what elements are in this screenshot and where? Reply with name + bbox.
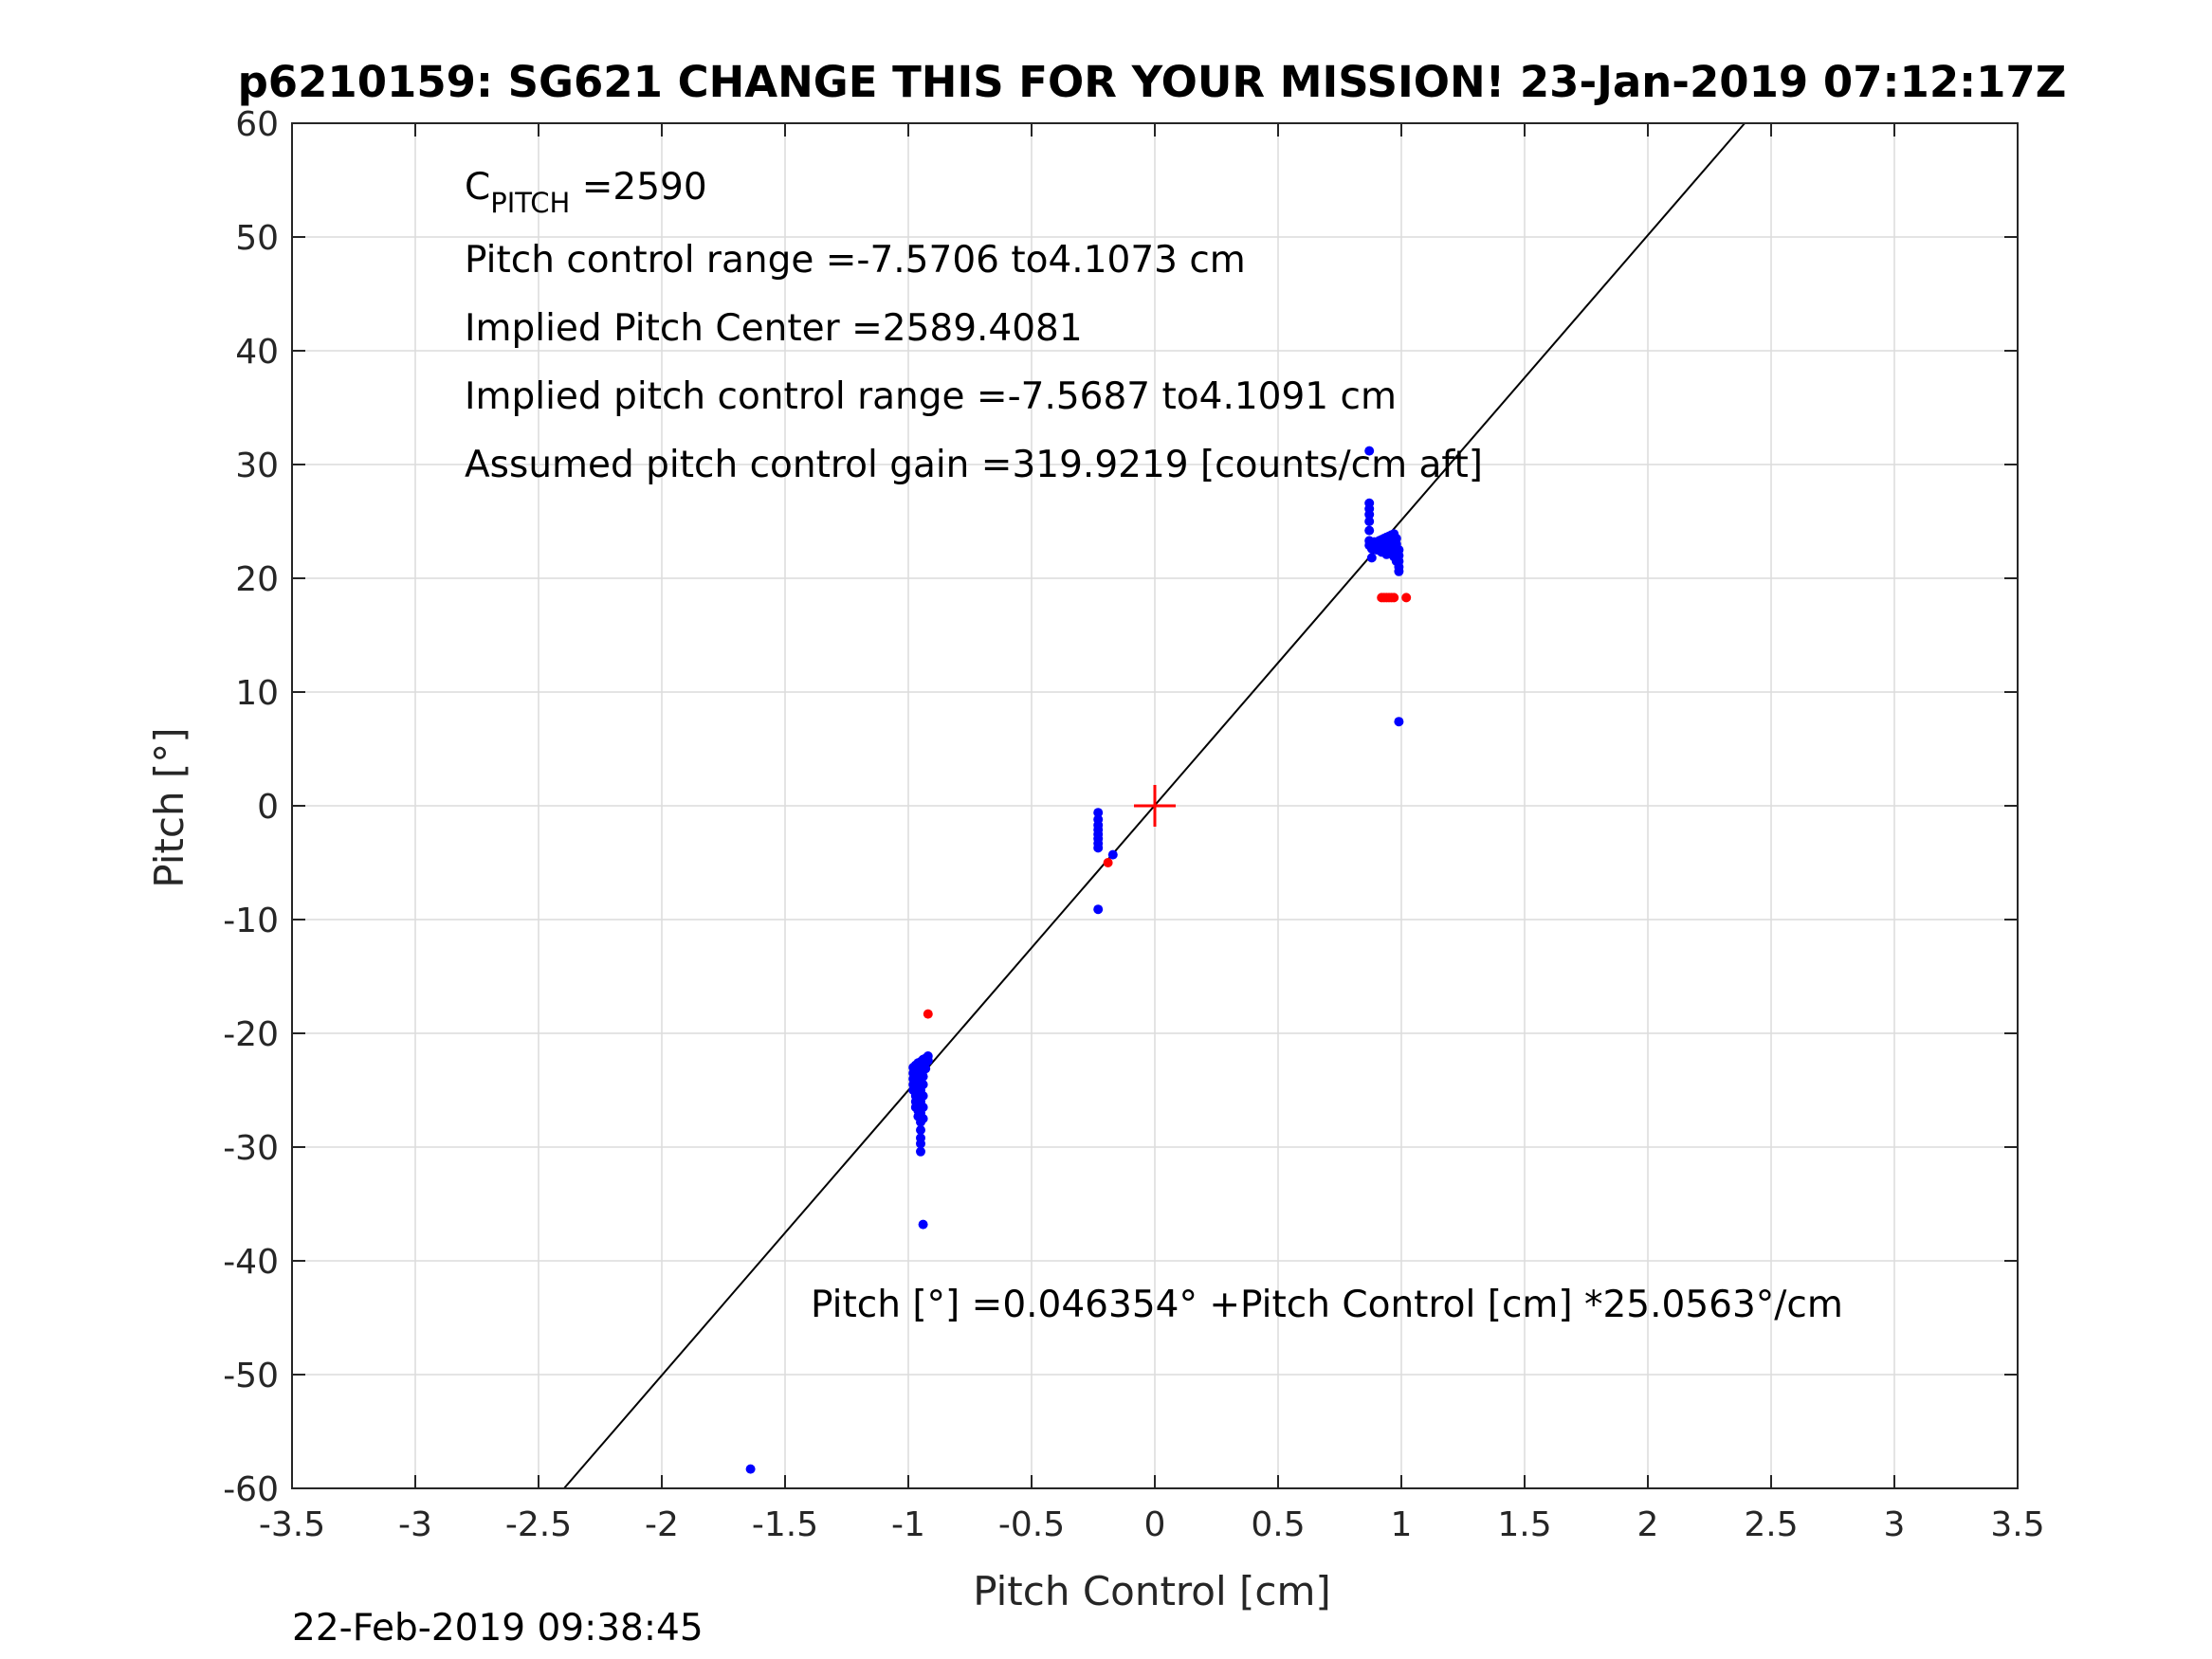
y-axis-ticks: -60 -50 -40 -30 -20 -10 0 10 20 30 40 50 60 [223, 105, 2018, 1509]
data-point-blue [916, 1125, 925, 1135]
x-tick-label: 3.5 [1990, 1505, 2044, 1544]
y-tick-label: 10 [235, 674, 279, 713]
data-point-blue [1364, 525, 1375, 536]
y-tick-label: -40 [223, 1243, 279, 1282]
data-point-blue [916, 1139, 925, 1149]
y-tick-label: 20 [235, 560, 279, 599]
annotation-cpitch: CPITCH =2590 [465, 166, 707, 219]
data-point-blue [918, 1114, 928, 1123]
data-point-blue [1364, 517, 1375, 526]
chart-title: p6210159: SG621 CHANGE THIS FOR YOUR MIS… [238, 57, 2067, 107]
data-point-blue [1364, 446, 1375, 456]
data-point-blue [918, 1103, 928, 1112]
annotation-implied-pitch-center: Implied Pitch Center =2589.4081 [465, 307, 1083, 350]
data-point-blue [918, 1080, 928, 1089]
x-tick-label: 1 [1391, 1505, 1413, 1544]
x-axis-ticks: -3.5 -3 -2.5 -2 -1.5 -1 -0.5 0 0.5 1 1.5 2 2.5 3 3.5 [259, 123, 2045, 1544]
data-point-red [1401, 592, 1412, 603]
x-tick-label: -3 [398, 1505, 432, 1544]
x-tick-label: 2 [1637, 1505, 1659, 1544]
x-tick-label: -1 [891, 1505, 925, 1544]
cpitch-subscript: PITCH [490, 187, 570, 219]
x-tick-label: 3 [1884, 1505, 1906, 1544]
data-point-red [923, 1009, 933, 1019]
data-point-blue [1093, 843, 1104, 853]
y-tick-label: -20 [223, 1015, 279, 1054]
x-tick-label: -2.5 [505, 1505, 572, 1544]
data-point-blue [918, 1071, 928, 1082]
y-tick-label: 50 [235, 219, 279, 258]
data-point-red [1389, 592, 1399, 603]
center-marker-layer [1134, 785, 1176, 827]
y-tick-label: 0 [257, 788, 279, 827]
data-point-red [1103, 858, 1113, 867]
data-point-blue [923, 1055, 933, 1066]
data-point-blue [745, 1464, 756, 1474]
data-point-blue [1366, 553, 1377, 563]
y-tick-label: 60 [235, 105, 279, 144]
x-tick-label: 0.5 [1251, 1505, 1305, 1544]
data-points [745, 446, 1412, 1474]
annotation-implied-pitch-range: Implied pitch control range =-7.5687 to4… [465, 375, 1397, 418]
data-point-blue [1093, 808, 1104, 818]
grid [291, 122, 2019, 1489]
data-point-blue [1093, 904, 1104, 915]
y-tick-label: -60 [223, 1470, 279, 1509]
x-tick-label: -0.5 [998, 1505, 1065, 1544]
x-tick-label: 1.5 [1497, 1505, 1551, 1544]
cpitch-value: =2590 [570, 166, 706, 209]
data-point-blue [916, 1146, 925, 1157]
fit-equation: Pitch [°] =0.046354° +Pitch Control [cm]… [811, 1284, 1843, 1326]
data-point-blue [918, 1091, 928, 1101]
data-point-blue [1364, 509, 1375, 520]
y-axis-label: Pitch [°] [146, 727, 192, 887]
x-axis-label: Pitch Control [cm] [973, 1568, 1331, 1614]
data-point-blue [921, 1064, 931, 1074]
y-tick-label: -30 [223, 1129, 279, 1168]
y-tick-label: 40 [235, 333, 279, 372]
y-tick-label: -10 [223, 902, 279, 940]
cpitch-symbol: C [465, 166, 490, 209]
data-point-blue [1107, 849, 1118, 860]
x-tick-label: -3.5 [259, 1505, 325, 1544]
y-tick-label: 30 [235, 447, 279, 485]
x-tick-label: -1.5 [752, 1505, 818, 1544]
data-point-blue [918, 1219, 928, 1230]
data-point-blue [1394, 566, 1404, 576]
y-tick-label: -50 [223, 1357, 279, 1395]
data-point-blue [1394, 717, 1404, 727]
x-tick-label: -2 [645, 1505, 679, 1544]
footer-timestamp: 22-Feb-2019 09:38:45 [292, 1607, 704, 1650]
x-tick-label: 2.5 [1744, 1505, 1798, 1544]
x-tick-label: 0 [1144, 1505, 1166, 1544]
annotation-pitch-control-range: Pitch control range =-7.5706 to4.1073 cm [465, 239, 1246, 282]
annotation-pitch-gain: Assumed pitch control gain =319.9219 [co… [465, 444, 1483, 486]
